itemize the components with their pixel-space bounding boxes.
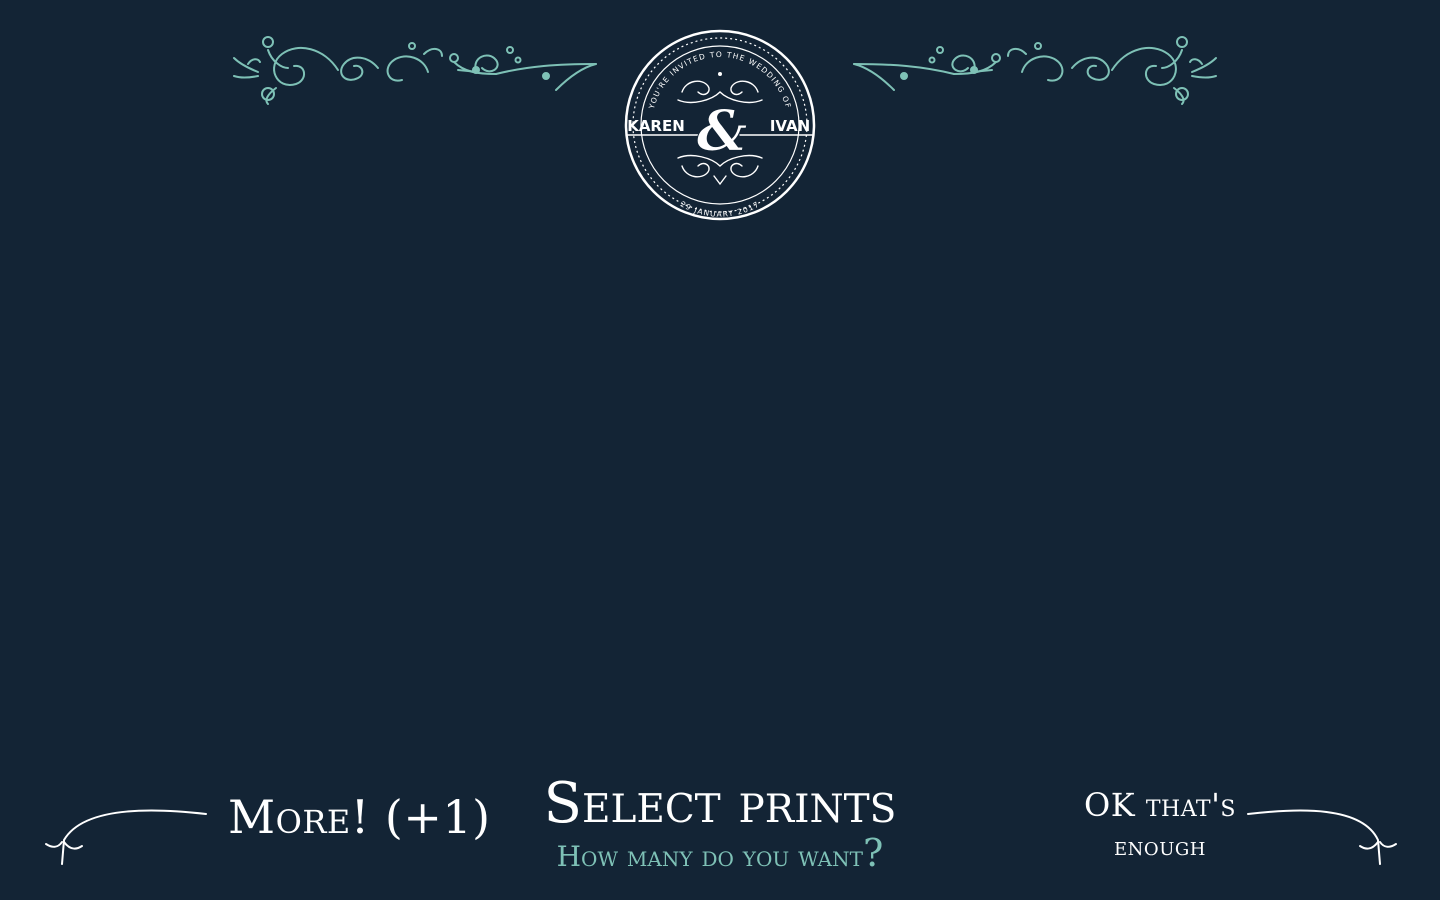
page-subtitle-mark: ?: [862, 831, 884, 875]
right-flourish-icon: [853, 36, 1217, 105]
ok-button-line2: enough: [1114, 832, 1206, 862]
left-flourish-icon: [233, 36, 597, 105]
page-subtitle: How many do you want?: [520, 834, 920, 874]
ok-button-label: OK that's enough: [1080, 784, 1240, 868]
ok-button-line1: OK that's: [1084, 786, 1236, 824]
left-curl-icon: [45, 809, 207, 865]
ok-enough-button[interactable]: OK that's enough: [1080, 782, 1400, 872]
header: YOU'RE INVITED TO THE WEDDING OF KAREN I…: [0, 0, 1440, 240]
seal-name-right: IVAN: [770, 117, 810, 135]
svg-text:29 JANUARY 2017: 29 JANUARY 2017: [679, 199, 761, 218]
seal-date-text: 29 JANUARY 2017: [679, 199, 760, 218]
wedding-seal-logo: YOU'RE INVITED TO THE WEDDING OF KAREN I…: [624, 29, 816, 221]
more-button-label: More! (+1): [228, 790, 491, 844]
page-title: Select prints: [543, 771, 897, 836]
page-subtitle-text: How many do you want: [556, 840, 863, 873]
right-curl-icon: [1247, 809, 1397, 865]
seal-ampersand: &: [697, 98, 748, 164]
select-prints-heading: Select prints How many do you want?: [520, 772, 920, 874]
more-button[interactable]: More! (+1): [44, 786, 490, 872]
seal-name-left: KAREN: [627, 117, 685, 135]
